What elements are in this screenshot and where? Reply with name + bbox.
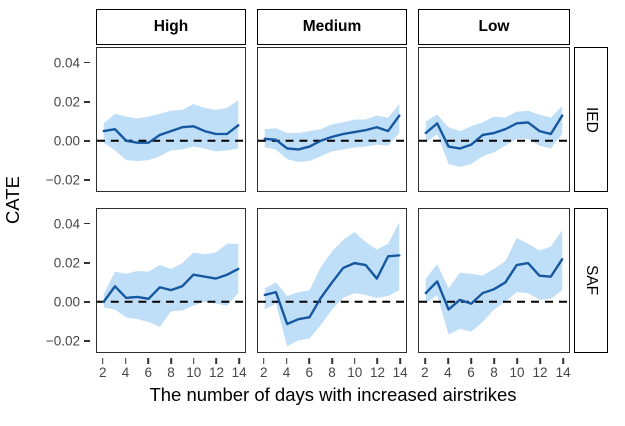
- panel-ied-high: [96, 47, 246, 192]
- facet-row-label: IED: [583, 106, 600, 133]
- x-tick-mark: [215, 358, 218, 364]
- cate-estimate-line: [424, 114, 564, 150]
- facet-col-label: Medium: [302, 18, 362, 35]
- facet-grid: High Medium Low 0.04 0.02 0.00 −0.02 IED 0.…: [26, 9, 625, 382]
- panel-saf-high-plot: [97, 243, 245, 327]
- x-axis-medium: 2 4 6 8 10 12 14: [257, 358, 408, 382]
- confidence-ribbon: [264, 104, 400, 163]
- x-tick-mark: [192, 358, 195, 364]
- x-tick-mark: [376, 358, 379, 364]
- cate-estimate-line: [424, 258, 564, 311]
- facet-row-strip-ied: IED: [574, 47, 608, 192]
- y-tick-label: 0.02: [53, 255, 80, 271]
- x-tick-mark: [516, 358, 518, 364]
- x-tick-mark: [238, 358, 240, 364]
- y-tick-label: −0.02: [45, 172, 80, 188]
- x-axis-title: The number of days with increased airstr…: [149, 384, 517, 405]
- x-tick-label: 8: [167, 365, 175, 380]
- x-tick-label: 6: [144, 365, 153, 380]
- x-tick-label: 12: [532, 365, 548, 380]
- x-tick-mark: [331, 358, 333, 364]
- x-tick-mark: [308, 358, 311, 364]
- x-tick-mark: [562, 358, 564, 364]
- x-tick-label: 4: [121, 365, 130, 380]
- x-tick-label: 2: [99, 365, 107, 380]
- x-axis-low: 2 4 6 8 10 12 14: [418, 358, 571, 382]
- cate-estimate-line: [102, 124, 240, 144]
- x-tick-label: 14: [231, 365, 247, 380]
- cate-estimate-line: [102, 267, 240, 303]
- panel-ied-high-plot: [97, 100, 245, 162]
- y-tick-mark: [84, 262, 90, 264]
- x-tick-label: 8: [490, 365, 498, 380]
- y-axis-ticks-saf: 0.04 0.02 0.00 −0.02: [26, 208, 90, 353]
- confidence-ribbon: [425, 105, 563, 167]
- facet-col-strip-high: High: [96, 9, 246, 45]
- x-tick-mark: [170, 358, 172, 364]
- facet-row-strip-saf: SAF: [574, 208, 608, 353]
- y-tick-label: 0.04: [53, 216, 80, 232]
- x-tick-label: 14: [392, 365, 408, 380]
- panel-ied-low-plot: [419, 105, 569, 167]
- x-tick-mark: [285, 358, 288, 364]
- x-tick-mark: [147, 358, 150, 364]
- x-tick-mark: [539, 358, 541, 364]
- x-tick-label: 6: [305, 365, 314, 380]
- y-axis-ticks-ied: 0.04 0.02 0.00 −0.02: [26, 47, 90, 192]
- facet-col-label: Low: [478, 18, 510, 35]
- y-tick-mark: [84, 101, 90, 103]
- y-tick-label: 0.02: [53, 94, 80, 110]
- x-tick-label: 4: [444, 365, 452, 380]
- x-tick-mark: [353, 358, 356, 364]
- cate-estimate-line: [263, 254, 401, 326]
- facet-col-strip-medium: Medium: [257, 9, 407, 45]
- x-tick-mark: [124, 358, 127, 364]
- y-tick-mark: [84, 301, 90, 303]
- x-tick-mark: [102, 358, 104, 364]
- x-tick-label: 10: [186, 365, 202, 380]
- facet-col-label: High: [153, 18, 189, 35]
- panel-ied-medium: [257, 47, 407, 192]
- y-tick-mark: [84, 179, 90, 182]
- panel-ied-low: [418, 47, 570, 192]
- y-tick-mark: [84, 222, 90, 225]
- x-tick-label: 10: [509, 365, 525, 380]
- y-tick-mark: [84, 140, 90, 142]
- panel-saf-low: [418, 208, 570, 353]
- confidence-ribbon: [103, 243, 239, 327]
- x-axis-high: 2 4 6 8 10 12 14: [96, 358, 247, 382]
- x-tick-mark: [447, 358, 449, 364]
- x-tick-label: 12: [369, 365, 385, 380]
- y-tick-label: 0.00: [53, 133, 80, 149]
- confidence-ribbon: [425, 230, 563, 335]
- x-tick-label: 10: [347, 365, 363, 380]
- y-axis-title: CATE: [2, 176, 23, 224]
- x-tick-mark: [424, 358, 426, 364]
- y-tick-label: −0.02: [45, 333, 80, 349]
- x-tick-label: 14: [555, 365, 571, 380]
- x-tick-label: 2: [260, 365, 268, 380]
- x-tick-mark: [493, 358, 495, 364]
- x-tick-label: 6: [467, 365, 475, 380]
- y-tick-mark: [84, 61, 90, 64]
- y-tick-label: 0.04: [53, 55, 80, 71]
- x-tick-label: 2: [421, 365, 429, 380]
- panel-saf-medium: [257, 208, 407, 353]
- x-tick-mark: [263, 358, 265, 364]
- x-tick-label: 8: [328, 365, 336, 380]
- panel-saf-medium-plot: [258, 222, 406, 347]
- y-tick-mark: [84, 340, 90, 343]
- panel-ied-medium-plot: [258, 104, 406, 163]
- y-tick-label: 0.00: [53, 294, 80, 310]
- x-tick-label: 12: [208, 365, 224, 380]
- panel-saf-low-plot: [419, 230, 569, 335]
- cate-estimate-line: [263, 114, 401, 151]
- x-tick-label: 4: [282, 365, 291, 380]
- facet-col-strip-low: Low: [418, 9, 570, 45]
- x-tick-mark: [470, 358, 472, 364]
- x-tick-mark: [399, 358, 401, 364]
- facet-row-label: SAF: [583, 265, 600, 296]
- panel-saf-high: [96, 208, 246, 353]
